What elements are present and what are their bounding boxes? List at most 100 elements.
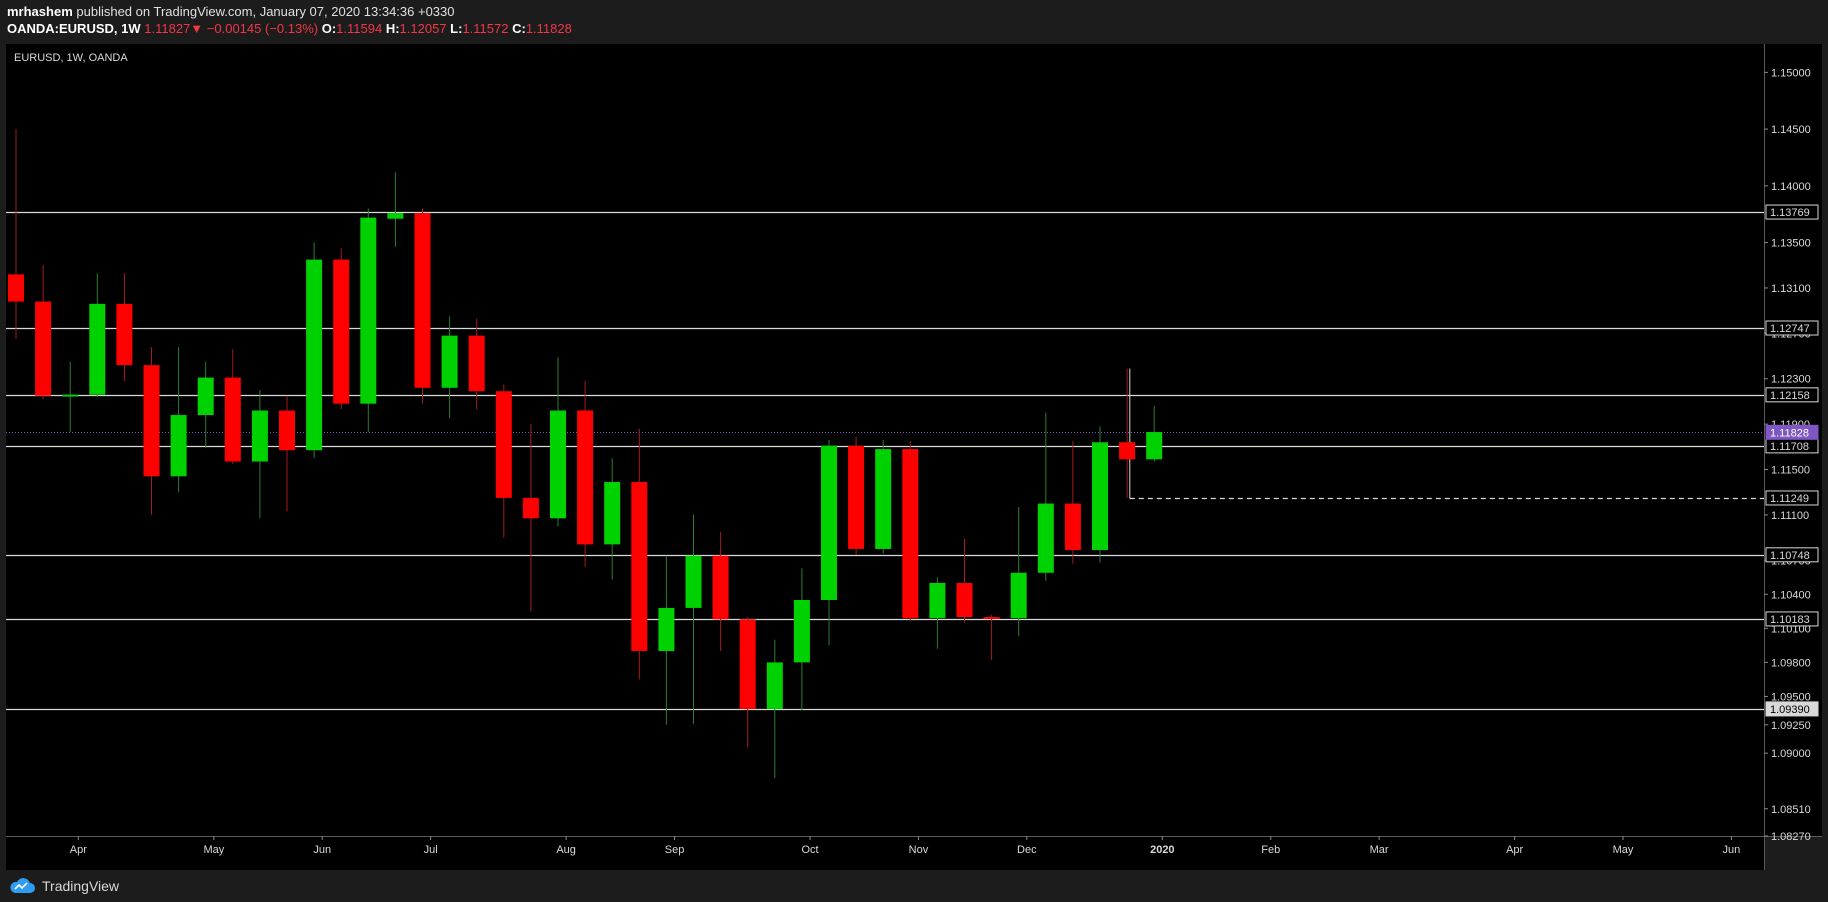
chart-title: EURUSD, 1W, OANDA [14, 52, 128, 64]
x-tick-label: Jul [424, 844, 438, 856]
candle-body-down[interactable] [116, 303, 133, 366]
published-text: published on TradingView.com, January 07… [76, 4, 455, 19]
candle-body-up[interactable] [1037, 503, 1054, 573]
x-tick-label: Apr [70, 844, 87, 856]
y-tick-label: 1.12300 [1771, 374, 1811, 386]
tradingview-brand[interactable]: TradingView [42, 878, 120, 894]
level-price-tag-bg [1765, 320, 1819, 336]
plot-area[interactable] [6, 44, 1764, 836]
last-price: 1.11827 [144, 21, 191, 36]
candle-body-down[interactable] [224, 377, 241, 462]
candle-body-up[interactable] [62, 394, 79, 397]
down-arrow-icon: ▼ [190, 21, 204, 36]
candle-body-up[interactable] [658, 607, 675, 652]
low-value: 1.11572 [462, 21, 509, 36]
symbol-info: OANDA:EURUSD, 1W 1.11827▼ −0.00145 (−0.1… [7, 21, 572, 36]
candle-body-up[interactable] [441, 335, 458, 388]
last-price-tag-bg [1765, 424, 1819, 440]
x-tick-label: Dec [1017, 844, 1037, 856]
level-price-tag-bg [1765, 547, 1819, 563]
x-tick-label: Feb [1261, 844, 1280, 856]
candle-body-down[interactable] [1064, 503, 1081, 551]
price-chart[interactable]: 1.15000 1.14500 1.14000 1.13500 1.13100 1.127… [6, 44, 1822, 870]
candle-body-down[interactable] [631, 481, 648, 652]
candle-body-up[interactable] [89, 303, 106, 395]
close-label: C: [512, 21, 526, 36]
y-tick-label: 1.08270 [1771, 831, 1811, 843]
high-value: 1.12057 [399, 21, 447, 36]
chart-canvas[interactable]: 1.15000 1.14500 1.14000 1.13500 1.13100 1.127… [6, 44, 1822, 870]
y-tick-label: 1.11500 [1771, 465, 1810, 477]
candle-body-up[interactable] [1010, 572, 1027, 619]
candle-body-down[interactable] [35, 301, 52, 396]
candle-body-down[interactable] [956, 582, 973, 618]
footer: TradingView [6, 870, 1822, 902]
y-tick-label: 1.15000 [1771, 67, 1811, 79]
close-value: 1.11828 [525, 21, 572, 36]
time-axis[interactable] [6, 837, 1764, 870]
candle-body-down[interactable] [495, 391, 512, 498]
last-price-tag: 1.11828 [1770, 427, 1809, 439]
publish-info: mrhashem published on TradingView.com, J… [7, 4, 455, 19]
x-tick-label: Oct [801, 844, 818, 856]
x-tick-label: 2020 [1150, 844, 1174, 856]
candle-body-down[interactable] [983, 617, 1000, 620]
candle-body-down[interactable] [739, 619, 756, 709]
candle-body-up[interactable] [251, 410, 268, 462]
candle-body-up[interactable] [766, 662, 783, 709]
candle-body-up[interactable] [1146, 432, 1163, 460]
candle-body-up[interactable] [875, 449, 892, 549]
candle-body-down[interactable] [712, 555, 729, 620]
author-name[interactable]: mrhashem [7, 4, 73, 19]
candle-body-up[interactable] [793, 599, 810, 663]
x-tick-label: Sep [665, 844, 685, 856]
tradingview-cloud-icon[interactable] [8, 877, 36, 895]
candle-body-down[interactable] [522, 497, 539, 519]
level-price-tag: 1.10183 [1770, 614, 1810, 626]
candle-body-down[interactable] [468, 335, 485, 392]
candle-body-down[interactable] [414, 213, 431, 388]
price-change: −0.00145 (−0.13%) [206, 21, 319, 36]
candle-body-up[interactable] [197, 377, 214, 416]
y-tick-label: 1.10400 [1771, 589, 1811, 601]
candle-body-up[interactable] [387, 213, 404, 219]
level-price-tag: 1.12158 [1770, 390, 1810, 402]
candle-body-up[interactable] [929, 582, 946, 619]
x-tick-label: Jun [313, 844, 331, 856]
candle-body-up[interactable] [550, 410, 566, 519]
candle-body-down[interactable] [902, 449, 919, 619]
candle-body-down[interactable] [143, 365, 160, 477]
candle-body-up[interactable] [306, 259, 323, 451]
candle-body-down[interactable] [333, 259, 350, 404]
high-label: H: [385, 21, 400, 36]
x-tick-label: May [1613, 844, 1634, 856]
candle-body-up[interactable] [821, 445, 837, 600]
candle-body-down[interactable] [848, 445, 865, 549]
level-price-tag-bg [1765, 611, 1819, 627]
candle-body-down[interactable] [8, 274, 24, 302]
x-tick-label: Apr [1506, 844, 1523, 856]
candle-body-up[interactable] [360, 217, 377, 404]
y-tick-label: 1.14000 [1771, 181, 1811, 193]
x-tick-label: Aug [556, 844, 576, 856]
candle-body-down[interactable] [1119, 442, 1136, 460]
level-price-tag: 1.10748 [1770, 550, 1810, 562]
candle-body-up[interactable] [604, 481, 621, 545]
level-price-tag-bg [1765, 701, 1819, 717]
candle-body-up[interactable] [170, 415, 187, 477]
x-tick-label: Jun [1723, 844, 1741, 856]
level-price-tag: 1.11708 [1770, 441, 1809, 453]
candle-body-down[interactable] [279, 410, 295, 451]
level-price-tag: 1.13769 [1770, 207, 1810, 219]
candle-body-up[interactable] [685, 555, 702, 608]
x-tick-label: May [203, 844, 224, 856]
open-value: 1.11594 [336, 21, 383, 36]
low-label: L: [450, 21, 463, 36]
open-label: O: [321, 21, 337, 36]
candle-body-up[interactable] [1092, 442, 1108, 551]
candle-body-down[interactable] [577, 410, 594, 545]
dashed-level-price-tag-bg [1765, 490, 1819, 506]
y-tick-label: 1.13500 [1771, 238, 1811, 250]
level-price-tag: 1.12747 [1770, 323, 1810, 335]
y-tick-label: 1.09500 [1771, 691, 1811, 703]
